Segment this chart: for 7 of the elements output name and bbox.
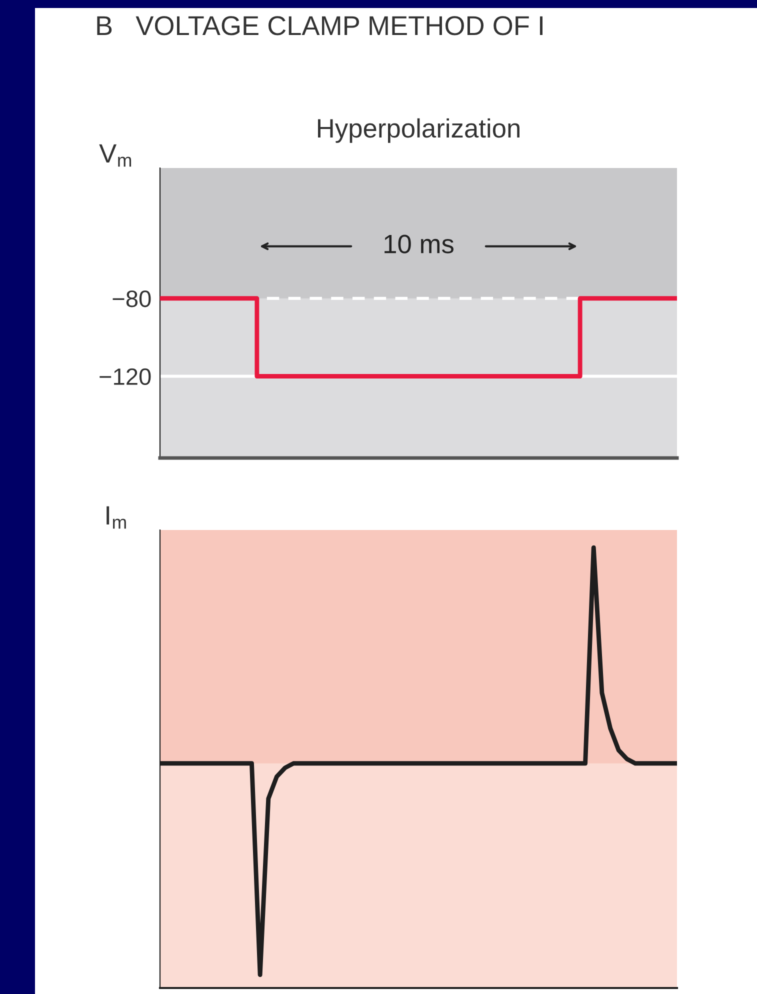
y-axis-title: I$_{m}$ (106, 506, 126, 529)
y-tick-label: −120 (100, 368, 151, 386)
text: B VOLTAGE CLAMP METHOD OF I (97, 16, 542, 36)
chart-title: Hyperpolarization (318, 118, 520, 143)
annotation: 10 ms (384, 234, 454, 254)
y-tick-label: −80 (112, 290, 151, 308)
y-axis-title: V$_{m}$ (99, 144, 132, 167)
